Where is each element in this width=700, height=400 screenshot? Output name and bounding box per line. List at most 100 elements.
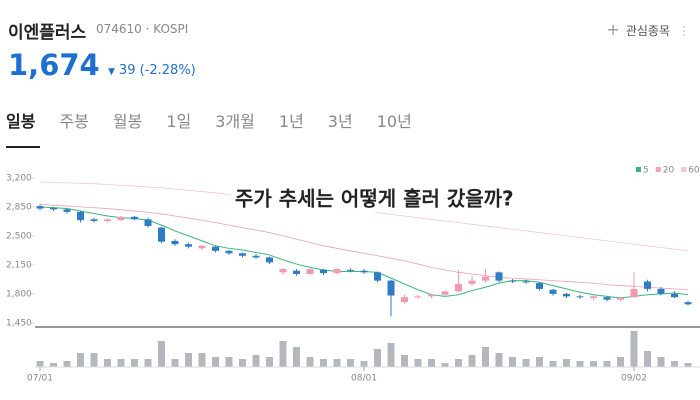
- y-tick-label: 3,200: [6, 173, 32, 183]
- candle-body: [563, 293, 570, 297]
- volume-bar: [104, 359, 111, 367]
- volume-bar: [212, 357, 219, 367]
- x-tick-label: 09/02: [621, 374, 647, 384]
- legend-swatch: [636, 167, 641, 172]
- y-tick-label: 1,800: [6, 289, 32, 299]
- annotation: 주가 추세는 어떻게 흘러 갔을까?: [235, 187, 514, 211]
- annotation-bg: [231, 184, 518, 213]
- legend-label: 20: [663, 166, 675, 176]
- candle-body: [104, 219, 111, 221]
- candle-body: [158, 227, 165, 242]
- period-tab[interactable]: 주봉: [59, 112, 89, 131]
- volume-bar: [36, 361, 44, 367]
- candle-body: [36, 206, 44, 209]
- volume-bar: [428, 359, 435, 367]
- candle-body: [50, 207, 57, 210]
- volume-bar: [347, 359, 354, 367]
- volume-bar: [590, 361, 597, 367]
- volume-bar: [90, 353, 98, 367]
- volume-bar: [279, 341, 287, 367]
- volume-bar: [441, 363, 449, 367]
- volume-bar: [455, 359, 462, 367]
- candle-body: [198, 245, 206, 249]
- legend-swatch: [681, 167, 687, 172]
- candle-body: [522, 281, 530, 283]
- volume-bar: [320, 359, 327, 367]
- stock-code: 074610 · KOSPI: [96, 22, 189, 36]
- market: KOSPI: [153, 22, 189, 36]
- candle-body: [387, 280, 395, 296]
- volume-bar: [225, 357, 233, 367]
- candle-body: [266, 257, 273, 263]
- y-tick-label: 2,500: [6, 231, 32, 241]
- volume-bar: [63, 361, 71, 367]
- volume-bar: [50, 363, 57, 367]
- volume-bar: [563, 359, 570, 367]
- volume-bar: [617, 357, 624, 367]
- x-tick-label: 07/01: [27, 374, 53, 384]
- legend-label: 60: [688, 166, 700, 176]
- volume-bar: [131, 359, 138, 367]
- period-tabs: 일봉 주봉 월봉 1일 3개월 1년 3년 10년: [6, 108, 436, 132]
- candle-body: [293, 270, 300, 274]
- candle-body: [482, 276, 489, 281]
- volume-bar: [684, 363, 692, 367]
- y-tick-label: 2,150: [6, 260, 32, 270]
- price: 1,674: [8, 48, 100, 82]
- candle-body: [590, 296, 597, 299]
- candle-body: [185, 244, 192, 247]
- candle-body: [90, 219, 98, 221]
- volume-bar: [414, 359, 422, 367]
- volume-bar: [266, 357, 273, 367]
- legend-label: 5: [643, 166, 649, 176]
- volume-bar: [144, 359, 152, 367]
- watch-label: 관심종목: [625, 24, 670, 38]
- y-tick-label: 1,450: [6, 318, 32, 328]
- candle-body: [279, 269, 287, 273]
- volume-bar: [671, 361, 678, 367]
- chart: 1,450 1,800 2,150 2,500 2,850 3,200 07/01 08/01…: [6, 166, 700, 384]
- volume-bar: [509, 357, 516, 367]
- volume-bar: [185, 353, 192, 367]
- code: 074610: [96, 22, 142, 36]
- volume-bar: [536, 357, 543, 367]
- candle-body: [225, 250, 233, 254]
- volume-bar: [630, 331, 638, 367]
- period-tab[interactable]: 3개월: [215, 112, 255, 131]
- candle-body: [212, 246, 219, 251]
- change-value: 39: [118, 63, 136, 78]
- period-tab[interactable]: 1년: [278, 112, 304, 131]
- volume-bar: [603, 361, 611, 367]
- volume-bar: [657, 357, 665, 367]
- stock-name: 이엔플러스: [8, 23, 87, 43]
- candle-body: [374, 272, 381, 281]
- candle-body: [144, 219, 152, 226]
- candle-body: [536, 283, 543, 289]
- volume-bar: [482, 347, 489, 367]
- candle-body: [333, 269, 341, 274]
- candle-body: [414, 296, 422, 298]
- candle-body: [603, 297, 611, 300]
- y-tick-label: 2,850: [6, 202, 32, 212]
- x-tick-label: 08/01: [351, 374, 377, 384]
- period-tab[interactable]: 월봉: [112, 112, 143, 131]
- volume-bar: [374, 349, 381, 367]
- ma-line: [39, 206, 689, 299]
- volume-bar: [239, 359, 246, 367]
- candle-body: [495, 272, 503, 281]
- candle-body: [441, 291, 449, 295]
- candle-body: [347, 269, 354, 271]
- candle-body: [617, 298, 624, 300]
- volume-bar: [468, 355, 476, 367]
- period-tab[interactable]: 10년: [376, 112, 412, 131]
- period-tab[interactable]: 1일: [166, 112, 192, 131]
- volume-bar: [522, 359, 530, 367]
- volume-bar: [644, 351, 651, 367]
- volume-bar: [333, 359, 341, 367]
- candle-body: [77, 211, 84, 221]
- watch-button[interactable]: + 관심종목 ⋮: [606, 20, 690, 39]
- volume-bar: [401, 355, 408, 367]
- period-tab[interactable]: 일봉: [6, 112, 36, 131]
- period-tab[interactable]: 3년: [327, 112, 353, 131]
